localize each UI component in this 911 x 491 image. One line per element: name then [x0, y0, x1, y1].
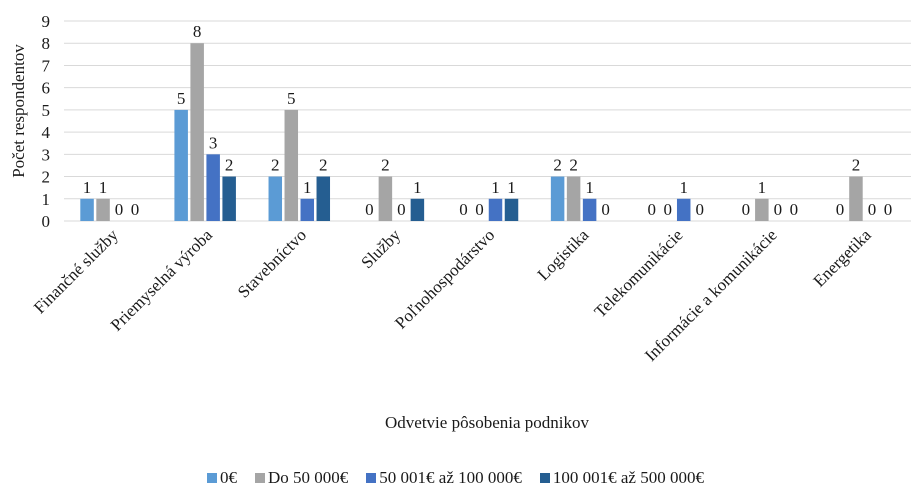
bar-2-2 — [300, 198, 315, 221]
legend-item: Do 50 000€ — [255, 468, 348, 488]
data-label: 0 — [790, 200, 799, 219]
bar-2-0 — [268, 176, 283, 221]
data-label: 2 — [852, 156, 861, 175]
data-label: 3 — [209, 133, 218, 152]
data-label: 1 — [83, 178, 92, 197]
data-label: 0 — [397, 200, 406, 219]
bar-1-0 — [174, 109, 188, 221]
data-label: 0 — [601, 200, 610, 219]
data-label: 0 — [365, 200, 374, 219]
data-label: 0 — [836, 200, 845, 219]
bar-5-1 — [566, 176, 581, 221]
bar-6-2 — [676, 198, 691, 221]
data-label: 2 — [225, 156, 234, 175]
bar-5-0 — [550, 176, 565, 221]
legend-label: 100 001€ až 500 000€ — [552, 468, 704, 487]
legend-label: 0€ — [220, 468, 238, 487]
y-tick-label: 8 — [42, 34, 51, 53]
y-axis-title: Počet respondentov — [9, 44, 28, 178]
data-label: 0 — [647, 200, 656, 219]
x-tick-label: Energetika — [809, 225, 875, 291]
y-tick-label: 9 — [42, 12, 51, 31]
data-label: 0 — [695, 200, 704, 219]
bar-4-3 — [504, 198, 519, 221]
data-label: 0 — [742, 200, 751, 219]
bar-3-1 — [378, 176, 393, 221]
data-label: 0 — [475, 200, 484, 219]
bar-2-1 — [284, 109, 299, 221]
data-label: 0 — [663, 200, 672, 219]
data-label: 1 — [679, 178, 688, 197]
data-label: 2 — [319, 156, 328, 175]
bar-4-2 — [488, 198, 503, 221]
data-label: 2 — [271, 156, 280, 175]
x-tick-label: Finančné služby — [30, 225, 122, 317]
data-label: 0 — [459, 200, 468, 219]
data-label: 0 — [774, 200, 783, 219]
data-label: 1 — [413, 178, 422, 197]
x-tick-label: Priemyselná výroba — [107, 225, 217, 335]
bar-0-0 — [80, 198, 94, 221]
legend-swatch — [255, 473, 266, 483]
x-tick-label: Služby — [357, 225, 404, 272]
chart-legend: 0€ Do 50 000€ 50 001€ až 100 000€ 100 001€ … — [0, 468, 911, 488]
data-label: 0 — [115, 200, 124, 219]
y-tick-label: 2 — [42, 168, 51, 187]
data-label: 1 — [303, 178, 312, 197]
bar-1-2 — [206, 154, 220, 221]
y-tick-label: 6 — [42, 79, 51, 98]
legend-label: Do 50 000€ — [268, 468, 349, 487]
data-label: 2 — [381, 156, 390, 175]
data-label: 1 — [585, 178, 594, 197]
data-label: 1 — [99, 178, 108, 197]
legend-item: 0€ — [207, 468, 237, 488]
x-tick-label: Telekomunikácie — [591, 225, 687, 321]
y-tick-label: 4 — [42, 123, 51, 142]
data-label: 5 — [177, 89, 186, 108]
y-tick-label: 5 — [42, 101, 51, 120]
data-label: 5 — [287, 89, 296, 108]
data-label: 2 — [553, 156, 562, 175]
x-axis-title: Odvetvie pôsobenia podnikov — [385, 413, 589, 432]
y-tick-label: 3 — [42, 145, 51, 164]
bar-7-1 — [755, 198, 769, 221]
bar-3-3 — [410, 198, 425, 221]
data-label: 0 — [868, 200, 877, 219]
x-tick-label: Poľnohospodárstvo — [391, 225, 498, 332]
data-label: 1 — [758, 178, 767, 197]
bar-0-1 — [96, 198, 110, 221]
data-label: 0 — [131, 200, 140, 219]
bar-5-2 — [582, 198, 597, 221]
x-tick-label: Stavebníctvo — [234, 225, 310, 301]
data-label: 1 — [491, 178, 500, 197]
bar-8-1 — [849, 176, 863, 221]
legend-label: 50 001€ až 100 000€ — [379, 468, 522, 487]
legend-swatch — [366, 473, 377, 483]
legend-item: 100 001€ až 500 000€ — [539, 468, 704, 488]
data-label: 1 — [507, 178, 516, 197]
legend-swatch — [539, 473, 550, 483]
y-tick-label: 1 — [42, 190, 51, 209]
bar-1-1 — [190, 43, 204, 221]
data-label: 0 — [884, 200, 893, 219]
legend-swatch — [207, 473, 218, 483]
legend-item: 50 001€ až 100 000€ — [366, 468, 522, 488]
y-tick-label: 7 — [42, 56, 51, 75]
data-label: 8 — [193, 22, 202, 41]
bar-2-3 — [316, 176, 331, 221]
y-tick-label: 0 — [42, 212, 51, 231]
data-label: 2 — [569, 156, 578, 175]
bar-1-3 — [222, 176, 236, 221]
x-tick-label: Logistika — [534, 225, 593, 284]
